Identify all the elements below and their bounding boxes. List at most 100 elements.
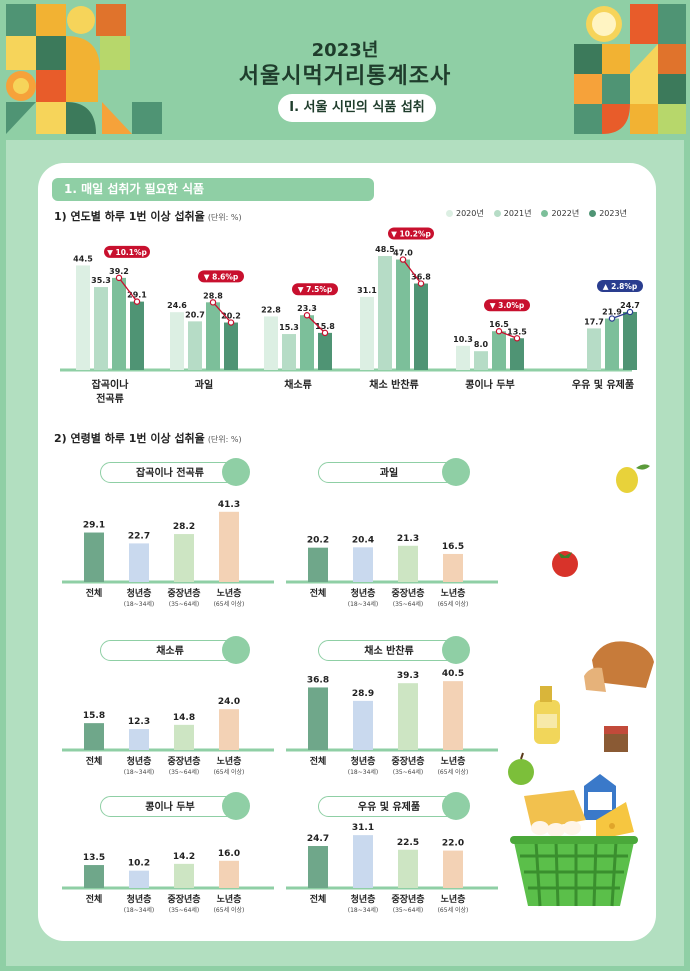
age-bar — [84, 532, 104, 582]
age-panel-title: 채소 반찬류 — [318, 640, 460, 661]
age-group-label: 중장년층 — [167, 755, 200, 767]
legend-item: 2023년 — [589, 208, 627, 219]
age-chart-heading: 2) 연령별 하루 1번 이상 섭취율 (단위: %) — [54, 430, 242, 446]
age-group-label: 노년층 — [441, 755, 466, 767]
change-line — [402, 259, 422, 284]
bean-tofu-icon — [222, 792, 250, 820]
age-bar-value: 15.8 — [83, 711, 105, 721]
age-bar — [353, 835, 373, 888]
bar — [605, 318, 619, 370]
change-badge-label: ▼ 10.2%p — [391, 230, 431, 239]
age-group-label: 청년층 — [127, 587, 152, 599]
age-group-note: (65세 이상) — [438, 768, 469, 776]
age-group-note: (35~64세) — [393, 600, 424, 608]
bar-value-label: 16.5 — [489, 320, 509, 329]
age-bar — [174, 534, 194, 582]
legend-swatch — [493, 210, 501, 217]
legend-swatch — [446, 210, 453, 217]
age-panel-title: 우유 및 유제품 — [318, 796, 460, 817]
age-group-note: (18~34세) — [124, 768, 155, 776]
legend-item: 2021년 — [493, 208, 532, 219]
age-bar-value: 24.0 — [218, 697, 240, 707]
category-label: 채소류 — [284, 378, 312, 391]
apple-icon — [442, 458, 470, 486]
age-bar — [84, 865, 104, 888]
age-group-note: (65세 이상) — [438, 600, 469, 608]
report-title: 서울시먹거리통계조사 — [238, 64, 452, 89]
wheat-icon — [222, 458, 250, 486]
age-group-note: (18~34세) — [124, 906, 155, 914]
age-bar-value: 16.5 — [442, 542, 464, 552]
age-group-label: 노년층 — [441, 587, 466, 599]
bar-value-label: 35.3 — [91, 276, 111, 285]
age-bar-value: 28.2 — [173, 522, 195, 532]
change-point — [209, 299, 217, 306]
bar — [378, 256, 392, 370]
age-group-note: (65세 이상) — [214, 906, 245, 914]
change-badge-label: ▼ 10.1%p — [107, 248, 147, 257]
age-bar-value: 29.1 — [83, 521, 105, 531]
age-group-note: (18~34세) — [348, 768, 379, 776]
bar-value-label: 23.3 — [297, 304, 317, 313]
age-bar — [398, 849, 418, 888]
age-bar-value: 36.8 — [307, 675, 329, 685]
bar — [170, 312, 184, 370]
bar — [587, 328, 601, 370]
change-point — [399, 256, 407, 263]
change-badge — [104, 245, 150, 258]
age-group-label: 노년층 — [217, 755, 242, 767]
age-group-note: (65세 이상) — [438, 906, 469, 914]
bar-value-label: 22.8 — [261, 305, 281, 314]
change-badge-label: ▼ 3.0%p — [490, 301, 525, 310]
age-bar-value: 28.9 — [352, 689, 374, 699]
bar — [300, 315, 314, 370]
age-bar — [129, 870, 149, 888]
bar-value-label: 28.8 — [203, 291, 223, 300]
age-bar — [398, 545, 418, 582]
bar — [188, 321, 202, 370]
age-bar-value: 13.5 — [83, 853, 105, 863]
change-badge — [484, 299, 530, 312]
age-group-label: 전체 — [310, 587, 327, 599]
bar-value-label: 20.7 — [185, 310, 205, 319]
age-group-note: (65세 이상) — [214, 600, 245, 608]
legend-swatch — [589, 210, 597, 217]
age-group-label: 청년층 — [351, 587, 376, 599]
bar — [318, 332, 332, 370]
bar-value-label: 17.7 — [584, 317, 604, 326]
bar — [282, 334, 296, 370]
yearly-chart-unit: (단위: %) — [207, 213, 242, 222]
bar — [76, 265, 90, 370]
change-badge — [388, 227, 434, 240]
bar-value-label: 47.0 — [393, 249, 413, 258]
age-bar-value: 14.2 — [173, 852, 195, 862]
age-group-label: 청년층 — [127, 893, 152, 905]
category-label: 전곡류 — [96, 392, 124, 405]
age-bar-value: 22.7 — [128, 531, 150, 541]
age-group-note: (65세 이상) — [214, 768, 245, 776]
age-bar — [174, 863, 194, 888]
bar — [396, 259, 410, 370]
change-point — [227, 319, 235, 326]
category-label: 우유 및 유제품 — [572, 378, 634, 391]
age-panel-title: 과일 — [318, 462, 460, 483]
age-group-note: (18~34세) — [124, 600, 155, 608]
age-group-label: 노년층 — [441, 893, 466, 905]
bar-value-label: 10.3 — [453, 335, 473, 344]
legend-item: 2020년 — [446, 208, 484, 219]
bar — [130, 301, 144, 370]
age-bar-value: 14.8 — [173, 713, 195, 723]
bar — [414, 283, 428, 370]
age-group-note: (35~64세) — [393, 768, 424, 776]
change-point — [115, 274, 123, 282]
legend-label: 2021년 — [503, 209, 532, 218]
change-point — [626, 308, 634, 316]
age-chart-title: 2) 연령별 하루 1번 이상 섭취율 — [54, 432, 205, 445]
yearly-legend: 2020년 2021년 2022년 2023년 — [446, 208, 627, 219]
change-point — [417, 280, 425, 287]
bar-value-label: 20.2 — [221, 312, 241, 321]
bar — [474, 351, 488, 370]
age-group-label: 전체 — [86, 755, 103, 767]
